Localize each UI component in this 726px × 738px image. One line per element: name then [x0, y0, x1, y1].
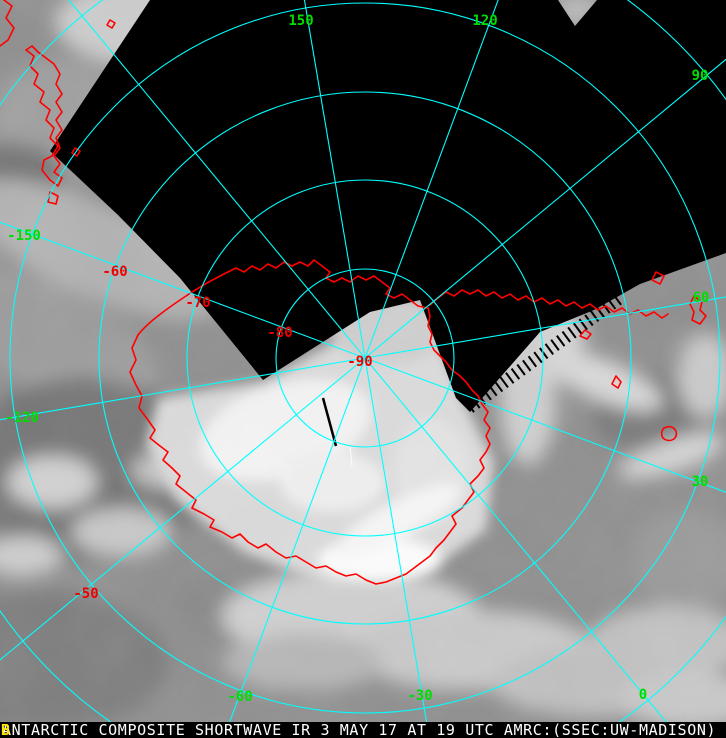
- satellite-map-svg: 150 120 90 60 30 0 -30 -60 -120 -150 -50 -60 -70 -80 -…: [0, 0, 726, 722]
- latitude-label: -90: [347, 354, 372, 370]
- graticule-circle-lat-80: [275, 268, 455, 448]
- graticule-circle-lat-70: [186, 179, 544, 537]
- latitude-label: -60: [102, 264, 127, 280]
- longitude-label: 120: [472, 13, 497, 29]
- longitude-label: -60: [227, 689, 252, 705]
- latitude-label: -70: [185, 295, 210, 311]
- satellite-map: 150 120 90 60 30 0 -30 -60 -120 -150 -50 -60 -70 -80 -…: [0, 0, 726, 722]
- island-small-2: [106, 19, 116, 29]
- island-east-3: [660, 425, 678, 442]
- longitude-label: -150: [7, 228, 41, 244]
- graticule-radial-lon0: [364, 357, 667, 722]
- graticule-radial-lon-60: [229, 357, 366, 722]
- graticule-circle-lat-60: [98, 91, 632, 625]
- graticule-radial-lon180: [68, 0, 366, 359]
- coastline-south-america: [25, 45, 63, 187]
- station-marker-glyph: B: [1, 722, 11, 738]
- coastline-antarctic-peninsula: [137, 271, 229, 336]
- graticule: [0, 0, 726, 722]
- graticule-radial-lon-90: [0, 357, 366, 661]
- data-gap-streak: [321, 397, 338, 447]
- caption-text: ANTARCTIC COMPOSITE SHORTWAVE IR 3 MAY 1…: [2, 722, 717, 738]
- graticule-radial-lon-150: [0, 221, 366, 359]
- graticule-radial-lon90: [364, 58, 726, 359]
- coast-right-edge: [689, 295, 707, 325]
- island-east-4: [651, 271, 665, 285]
- latitude-label: -50: [73, 586, 98, 602]
- coordinate-labels: 150 120 90 60 30 0 -30 -60 -120 -150 -50 -60 -70 -80 -…: [5, 13, 709, 705]
- longitude-label: -120: [5, 410, 39, 426]
- longitude-label: 90: [692, 68, 709, 84]
- graticule-radial-lon120: [364, 0, 499, 359]
- scratch-artifact: [349, 446, 353, 467]
- longitude-label: 30: [692, 474, 709, 490]
- graticule-circle-lat-50: [9, 2, 721, 714]
- no-data-region: [50, 0, 726, 412]
- caption-bar: ANTARCTIC COMPOSITE SHORTWAVE IR 3 MAY 1…: [0, 722, 726, 738]
- longitude-label: 60: [693, 290, 710, 306]
- coastline-east-antarctica-2: [429, 289, 669, 319]
- longitude-label: 150: [288, 13, 313, 29]
- island-small-1: [47, 191, 59, 205]
- island-small-3: [71, 147, 81, 157]
- graticule-radial-lon30: [364, 357, 726, 493]
- graticule-radial-lon60: [364, 296, 726, 359]
- graticule-radial-lon150: [303, 0, 366, 359]
- graticule-radial-lon-30: [364, 357, 428, 722]
- longitude-label: -30: [407, 688, 432, 704]
- island-east-1: [579, 329, 592, 340]
- graticule-radial-lon-120: [0, 357, 366, 421]
- longitude-label: 0: [639, 687, 647, 703]
- island-east-2: [611, 375, 622, 389]
- latitude-label: -80: [267, 325, 292, 341]
- coastline-chile: [0, 0, 15, 47]
